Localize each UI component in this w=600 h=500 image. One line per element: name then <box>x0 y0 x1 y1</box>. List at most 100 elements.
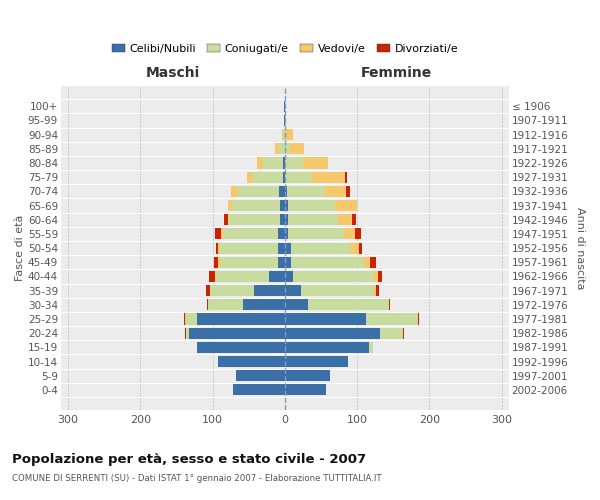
Bar <box>285 158 328 168</box>
Bar <box>285 285 379 296</box>
Bar <box>285 314 418 324</box>
Bar <box>278 242 285 254</box>
Text: Femmine: Femmine <box>361 66 433 80</box>
Bar <box>280 214 285 226</box>
Bar <box>285 228 344 239</box>
Bar <box>284 115 285 126</box>
Bar <box>285 242 350 254</box>
Bar <box>283 158 285 168</box>
Bar <box>285 256 290 268</box>
Bar <box>285 144 304 154</box>
Bar <box>243 300 285 310</box>
Bar <box>209 271 285 282</box>
Bar <box>275 144 285 154</box>
Bar <box>284 115 285 126</box>
Bar <box>285 370 329 381</box>
Bar <box>285 242 359 254</box>
Bar <box>283 129 285 140</box>
Bar <box>285 129 286 140</box>
Bar <box>197 342 285 353</box>
Bar <box>257 158 285 168</box>
Bar <box>223 228 285 239</box>
Bar <box>230 186 285 197</box>
Bar <box>209 285 285 296</box>
Bar <box>236 370 285 381</box>
Bar <box>285 342 373 353</box>
Bar <box>257 158 285 168</box>
Bar <box>229 200 285 211</box>
Bar <box>233 384 285 396</box>
Bar <box>285 285 301 296</box>
Bar <box>275 144 285 154</box>
Bar <box>285 314 419 324</box>
Bar <box>285 214 338 226</box>
Bar <box>285 200 357 211</box>
Bar <box>197 342 285 353</box>
Bar <box>236 370 285 381</box>
Bar <box>282 129 285 140</box>
Bar <box>232 200 285 211</box>
Bar <box>284 101 285 112</box>
Bar <box>216 242 285 254</box>
Bar <box>221 228 285 239</box>
Bar <box>278 228 285 239</box>
Bar <box>218 356 285 367</box>
Bar <box>285 228 355 239</box>
Text: COMUNE DI SERRENTI (SU) - Dati ISTAT 1° gennaio 2007 - Elaborazione TUTTITALIA.I: COMUNE DI SERRENTI (SU) - Dati ISTAT 1° … <box>12 474 382 483</box>
Bar <box>206 285 285 296</box>
Bar <box>284 101 285 112</box>
Bar <box>229 200 285 211</box>
Bar <box>285 300 308 310</box>
Bar <box>285 228 289 239</box>
Bar <box>197 342 285 353</box>
Bar <box>218 356 285 367</box>
Bar <box>285 384 326 396</box>
Bar <box>285 314 418 324</box>
Bar <box>285 242 362 254</box>
Bar <box>247 172 285 182</box>
Bar <box>228 214 285 226</box>
Bar <box>285 271 378 282</box>
Bar <box>285 214 289 226</box>
Bar <box>230 186 285 197</box>
Bar <box>220 242 285 254</box>
Bar <box>285 144 290 154</box>
Bar <box>285 370 329 381</box>
Bar <box>285 300 389 310</box>
Bar <box>247 172 285 182</box>
Legend: Celibi/Nubili, Coniugati/e, Vedovi/e, Divorziati/e: Celibi/Nubili, Coniugati/e, Vedovi/e, Di… <box>107 40 463 58</box>
Bar <box>285 115 286 126</box>
Bar <box>285 256 364 268</box>
Bar <box>285 342 373 353</box>
Bar <box>269 271 285 282</box>
Bar <box>208 300 285 310</box>
Bar <box>284 101 285 112</box>
Bar <box>224 214 285 226</box>
Bar <box>278 256 285 268</box>
Bar <box>218 356 285 367</box>
Bar <box>184 314 285 324</box>
Bar <box>285 115 286 126</box>
Bar <box>285 271 374 282</box>
Bar <box>285 200 335 211</box>
Y-axis label: Fasce di età: Fasce di età <box>15 215 25 282</box>
Bar <box>285 328 380 338</box>
Bar <box>285 370 329 381</box>
Bar <box>283 172 285 182</box>
Bar <box>285 342 370 353</box>
Bar <box>284 115 285 126</box>
Bar <box>185 314 285 324</box>
Bar <box>285 271 382 282</box>
Bar <box>186 328 285 338</box>
Bar <box>285 158 328 168</box>
Bar <box>285 384 326 396</box>
Bar <box>285 214 352 226</box>
Bar <box>233 384 285 396</box>
Bar <box>285 256 370 268</box>
Bar <box>285 172 312 182</box>
Bar <box>285 172 345 182</box>
Bar <box>285 384 326 396</box>
Bar <box>284 115 285 126</box>
Bar <box>197 314 285 324</box>
Bar <box>285 214 356 226</box>
